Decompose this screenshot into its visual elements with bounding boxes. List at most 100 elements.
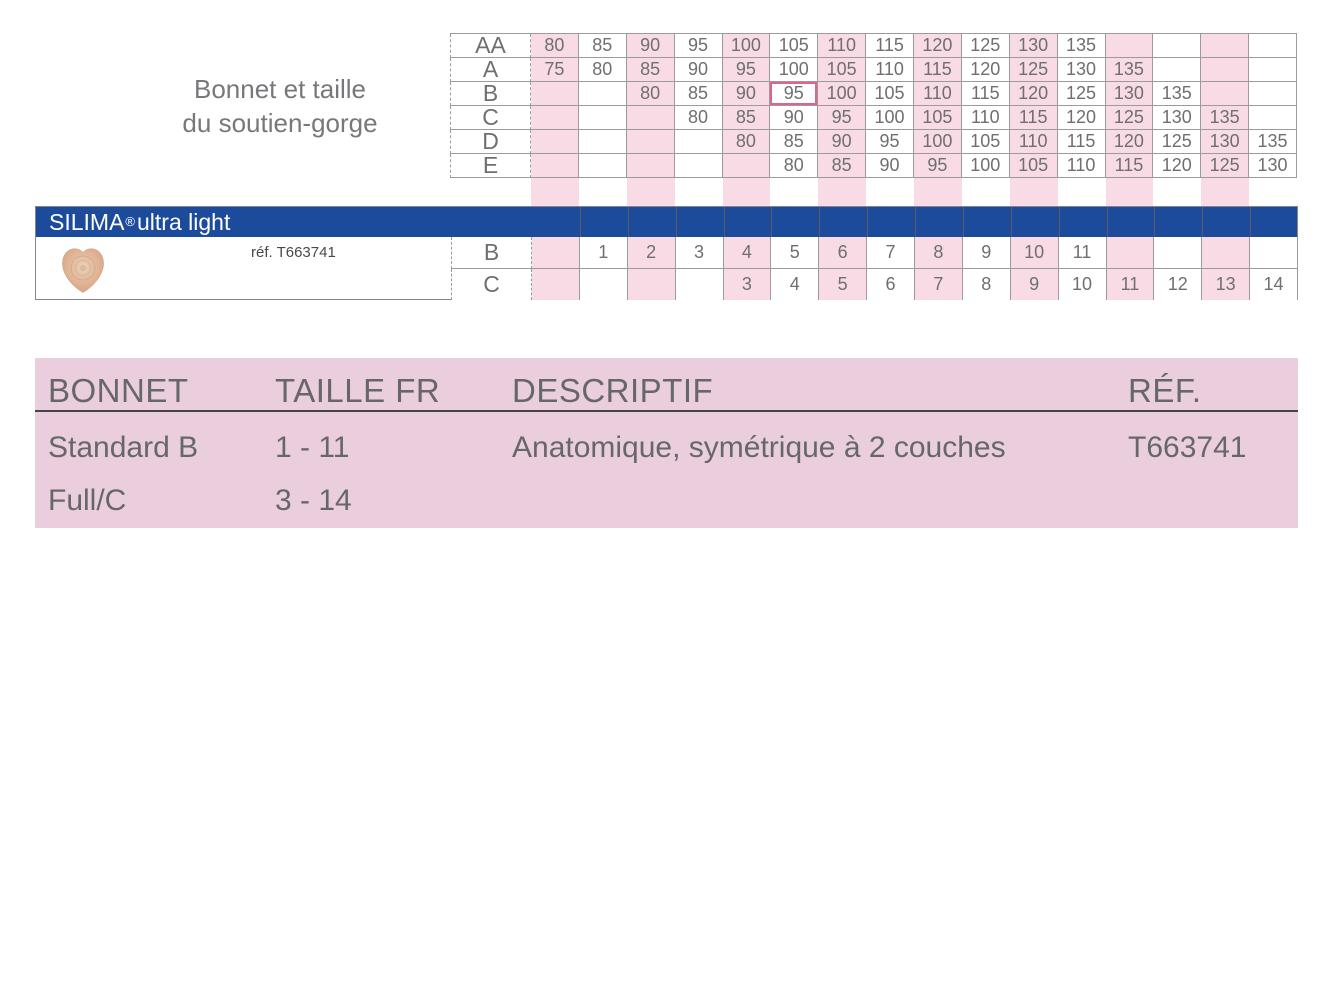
size-cell: 85 bbox=[818, 154, 867, 178]
empty-size-cell bbox=[578, 130, 627, 154]
product-row-label-cell: C bbox=[451, 268, 532, 300]
bra-size-chart: AA 80 85 90 95 100 105 110 115 120 125 130 135 A 75 80 8… bbox=[450, 33, 1297, 178]
size-cell: 95 bbox=[722, 58, 771, 82]
spec-header-bonnet: BONNET bbox=[48, 372, 189, 409]
size-cell: 80 bbox=[626, 82, 675, 106]
row-label-cell: E bbox=[450, 154, 531, 178]
empty-size-cell bbox=[1249, 34, 1297, 58]
size-cell: 130 bbox=[1057, 58, 1106, 82]
size-cell: 130 bbox=[1201, 130, 1250, 154]
column-stripe bbox=[914, 177, 962, 207]
size-cell: 110 bbox=[818, 34, 867, 58]
size-cell: 115 bbox=[1105, 154, 1154, 178]
spec-header-ref: RÉF. bbox=[1128, 372, 1202, 409]
size-cell: 95 bbox=[914, 154, 962, 178]
size-cell: 90 bbox=[770, 106, 819, 130]
product-size-cell: 12 bbox=[1154, 268, 1203, 300]
empty-size-cell bbox=[626, 130, 675, 154]
empty-size-cell bbox=[1249, 58, 1297, 82]
size-cell: 100 bbox=[722, 34, 771, 58]
size-cell: 125 bbox=[1201, 154, 1250, 178]
product-size-cell: 9 bbox=[1010, 268, 1059, 300]
caption-line-1: Bonnet et taille bbox=[193, 74, 366, 104]
empty-product-size-cell bbox=[1154, 237, 1203, 269]
row-label-cell: D bbox=[450, 130, 531, 154]
spec-header-taille-fr: TAILLE FR bbox=[275, 372, 441, 409]
column-stripe bbox=[722, 177, 771, 207]
column-stripe bbox=[1105, 177, 1154, 207]
size-cell: 80 bbox=[531, 34, 579, 58]
size-cell: 135 bbox=[1105, 58, 1154, 82]
product-size-cell: 11 bbox=[1106, 268, 1155, 300]
empty-size-cell bbox=[578, 154, 627, 178]
spec-row1-ref: T663741 bbox=[1128, 431, 1247, 464]
empty-size-cell bbox=[531, 130, 579, 154]
empty-size-cell bbox=[1201, 58, 1250, 82]
size-cell: 105 bbox=[1009, 154, 1058, 178]
brand-bar-column-separator bbox=[627, 207, 629, 237]
empty-size-cell bbox=[1153, 58, 1202, 82]
size-cell: 90 bbox=[866, 154, 914, 178]
size-cell: 130 bbox=[1153, 106, 1202, 130]
size-cell: 125 bbox=[1105, 106, 1154, 130]
column-stripe bbox=[818, 177, 867, 207]
size-cell: 110 bbox=[1057, 154, 1106, 178]
empty-size-cell bbox=[531, 82, 579, 106]
size-cell: 90 bbox=[674, 58, 723, 82]
size-cell: 110 bbox=[1009, 130, 1058, 154]
brand-bar-column-separator bbox=[1058, 207, 1060, 237]
column-stripe bbox=[1201, 177, 1250, 207]
product-reference: réf. T663741 bbox=[251, 244, 336, 261]
size-cell: 120 bbox=[1057, 106, 1106, 130]
size-cell: 125 bbox=[1153, 130, 1202, 154]
size-cell: 80 bbox=[578, 58, 627, 82]
empty-size-cell bbox=[674, 130, 723, 154]
empty-size-cell bbox=[531, 154, 579, 178]
empty-size-cell bbox=[1105, 34, 1154, 58]
size-cell: 85 bbox=[722, 106, 771, 130]
column-stripe bbox=[531, 177, 579, 207]
size-cell: 95 bbox=[866, 130, 914, 154]
empty-size-cell bbox=[578, 82, 627, 106]
empty-size-cell bbox=[578, 106, 627, 130]
spec-row1-descriptif: Anatomique, symétrique à 2 couches bbox=[512, 431, 1006, 464]
brand-bar-column-separator bbox=[962, 207, 964, 237]
size-cell: 80 bbox=[674, 106, 723, 130]
empty-product-size-cell bbox=[1202, 237, 1251, 269]
product-row-label-cell: B bbox=[451, 237, 532, 269]
brand-bar-column-separator bbox=[1154, 207, 1156, 237]
size-cell: 95 bbox=[818, 106, 867, 130]
size-cell: 100 bbox=[866, 106, 914, 130]
size-cell: 100 bbox=[961, 154, 1010, 178]
brand-bar-column-separator bbox=[1202, 207, 1204, 237]
product-size-cell: 6 bbox=[819, 237, 868, 269]
caption-line-2: du soutien-gorge bbox=[182, 108, 378, 138]
column-stripe bbox=[626, 177, 675, 207]
product-size-cell: 4 bbox=[723, 237, 772, 269]
spec-header-divider bbox=[35, 410, 1298, 412]
empty-size-cell bbox=[531, 106, 579, 130]
product-size-cell: 3 bbox=[723, 268, 772, 300]
empty-size-cell bbox=[1249, 106, 1297, 130]
spec-row2-taille: 3 - 14 bbox=[275, 484, 352, 517]
size-cell: 110 bbox=[866, 58, 914, 82]
size-chart-caption: Bonnet et taille du soutien-gorge bbox=[140, 72, 420, 140]
product-size-rows: réf. T663741 B 1 2 3 4 5 6 7 8 9 10 11 C 3 4 5 6 7 8 9 10 11 1… bbox=[36, 237, 1298, 300]
empty-size-cell bbox=[1201, 34, 1250, 58]
size-cell: 90 bbox=[722, 82, 771, 106]
brand-bar: SILIMA ® ultra light bbox=[36, 207, 1297, 237]
empty-size-cell bbox=[626, 154, 675, 178]
empty-product-size-cell bbox=[1250, 237, 1298, 269]
spec-row1-bonnet: Standard B bbox=[48, 431, 199, 464]
brand-bar-column-separator bbox=[723, 207, 725, 237]
product-size-grid: B 1 2 3 4 5 6 7 8 9 10 11 C 3 4 5 6 7 8 9 10 11 12 13 14 bbox=[451, 237, 1298, 300]
size-cell: 75 bbox=[531, 58, 579, 82]
breast-prosthesis-photo bbox=[62, 248, 104, 293]
size-cell: 100 bbox=[818, 82, 867, 106]
empty-size-cell bbox=[722, 154, 771, 178]
size-cell: 85 bbox=[674, 82, 723, 106]
product-cell: réf. T663741 bbox=[36, 237, 451, 300]
size-cell: 85 bbox=[578, 34, 627, 58]
product-size-cell: 7 bbox=[915, 268, 963, 300]
